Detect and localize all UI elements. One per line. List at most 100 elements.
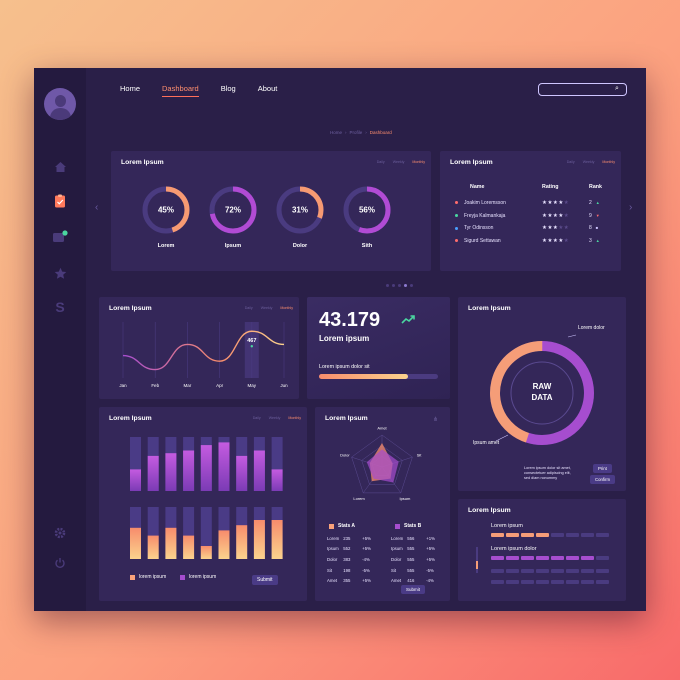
bar-segment [551,556,564,560]
period-tabs: Daily Weekly Monthly [567,160,615,164]
home-icon[interactable] [51,158,69,176]
star-icon: ★ [547,238,553,245]
segment-bar [491,580,609,584]
tab-monthly[interactable]: Monthly [288,416,301,420]
bar-segment [596,556,609,560]
bar-track [183,507,195,559]
legend-swatch [329,523,334,529]
tab-weekly[interactable]: Weekly [392,160,405,164]
bar [147,535,159,559]
breadcrumb-profile[interactable]: Profile [349,130,363,135]
bar-segment [596,569,609,573]
tab-daily[interactable]: Daily [566,160,575,164]
label-bottom: Ipsum amet [473,440,500,446]
scroll-track[interactable] [476,547,478,573]
submit-button[interactable]: Submit [252,575,278,585]
segment-bar [491,556,609,560]
carousel-dot[interactable] [398,284,401,287]
bar [253,520,265,559]
power-icon[interactable] [51,554,69,572]
card-title: Lorem Ipsum [468,305,511,312]
rating-card: Lorem Ipsum Daily Weekly Monthly Name Ra… [440,151,621,271]
tab-monthly[interactable]: Monthly [280,306,293,310]
status-dot [455,214,458,218]
legend-label: lorem ipsum [189,574,217,580]
bar-segment [506,556,519,560]
confirm-button[interactable]: Confirm [590,475,616,484]
stat-delta: -5% [362,567,370,573]
stat-key: Lorem [327,535,340,541]
nav-blog[interactable]: Blog [220,84,236,93]
star-icon: ★ [542,212,548,219]
period-tabs: Daily Weekly Monthly [377,160,425,164]
stat-value: 556 [407,535,415,541]
bar [218,442,230,491]
star-icon: ★ [542,238,548,245]
search-icon[interactable]: ⌕ [615,85,619,92]
bar-segment [491,533,504,537]
share-icon[interactable]: ⋔ [433,417,439,423]
legend-swatch [130,574,135,580]
desc-line: sed diam nonummy [524,476,558,480]
chevron-right-icon[interactable]: › [629,202,633,213]
stats-row: Lorem 556 +1% [391,533,439,544]
donut-label: Dolor [292,243,308,249]
segment-bar [491,569,609,573]
submit-button[interactable]: Submit [401,585,426,594]
star-icon: ★ [552,225,559,232]
star-icon[interactable] [51,264,69,282]
name-cell: Sigurd Settawan [455,235,542,248]
carousel-dot[interactable] [404,284,407,287]
callout-line [495,434,509,442]
message-icon[interactable] [51,228,69,246]
stat-delta: +1% [426,535,435,541]
scroll-thumb[interactable] [476,561,478,569]
star-icon: ★ [558,200,564,207]
table-row[interactable]: Freyja Kalmankaja ★★★★★ 9 ▼ [455,210,602,223]
bar-track [271,437,283,491]
carousel-dot[interactable] [410,284,413,287]
x-tick-label: Jan [119,383,127,388]
breadcrumb-home[interactable]: Home [330,130,343,135]
stat-delta: +5% [362,546,371,552]
center-line: RAW [532,382,552,391]
bar-segment [566,580,579,584]
chevron-left-icon[interactable]: ‹ [95,202,99,213]
rating-stars: ★★★★★ [542,197,589,210]
x-tick-label: Feb [151,383,159,388]
star-icon: ★ [552,200,559,207]
tab-monthly[interactable]: Monthly [602,160,615,164]
print-button[interactable]: Print [593,464,612,473]
name-cell: Freyja Kalmankaja [455,210,542,223]
bar [165,453,177,491]
avatar[interactable] [44,88,76,120]
tab-weekly[interactable]: Weekly [260,306,273,310]
carousel-dot[interactable] [392,284,395,287]
nav-home[interactable]: Home [120,84,141,93]
tab-daily[interactable]: Daily [376,160,385,164]
table-row[interactable]: Sigurd Settawan ★★★★★ 3 ▲ [455,235,602,248]
x-tick-label: Jun [280,383,288,388]
raw-data-donut [490,334,594,445]
carousel-dot[interactable] [386,284,389,287]
bar-segment [506,580,519,584]
gear-icon[interactable] [51,524,69,542]
clipboard-icon[interactable] [51,192,69,210]
bar-segment [506,533,519,537]
stats-a-title: Stats A [338,523,356,529]
tab-weekly[interactable]: Weekly [582,160,595,164]
nav-about[interactable]: About [257,84,278,93]
tab-weekly[interactable]: Weekly [268,416,281,420]
tab-daily[interactable]: Daily [252,416,261,420]
highlight-column [244,322,259,378]
nav-dashboard[interactable]: Dashboard [162,84,199,97]
tab-monthly[interactable]: Monthly [412,160,425,164]
search-input[interactable] [538,83,627,96]
dollar-icon[interactable]: S [55,299,65,315]
table-row[interactable]: Joakim Loremsson ★★★★★ 2 ▲ [455,197,602,210]
table-row[interactable]: Tyr Odinsson ★★★★★ 8 ■ [455,222,602,235]
bar [200,445,212,491]
breadcrumb-dashboard[interactable]: Dashboard [369,130,392,135]
tab-daily[interactable]: Daily [244,306,253,310]
donut-value: 56% [359,206,375,215]
